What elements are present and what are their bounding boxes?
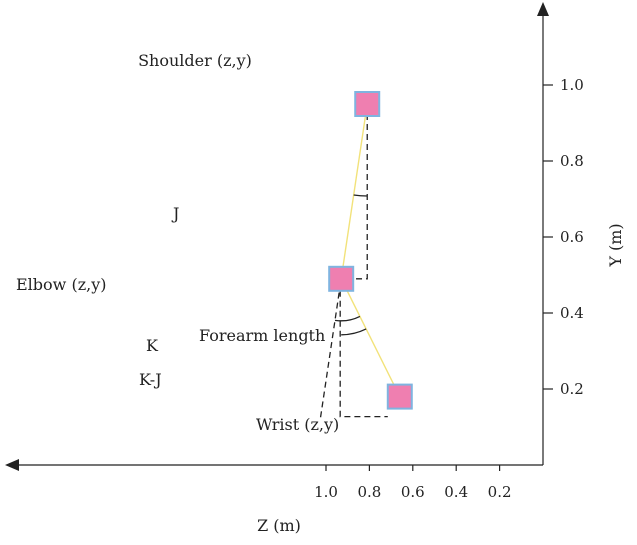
- y-tick-label: 1.0: [560, 76, 584, 94]
- angle-j-label: J: [171, 204, 179, 223]
- forearm-length-label: Forearm length: [199, 326, 325, 345]
- angle-k-label: K: [146, 336, 159, 355]
- elbow-label: Elbow (z,y): [16, 275, 107, 294]
- joints: [328, 91, 413, 410]
- elbow-joint-marker: [328, 265, 355, 292]
- z-tick-label: 0.6: [401, 483, 425, 501]
- shoulder-joint-marker: [354, 91, 381, 117]
- shoulder-vertical-reference: [353, 104, 368, 280]
- z-axis-ticks: 1.0 0.8 0.6 0.4 0.2: [314, 465, 512, 501]
- construction-lines: [319, 104, 388, 418]
- limb-segments: [340, 103, 401, 397]
- forearm-segment: [340, 278, 401, 397]
- z-tick-label: 0.4: [444, 483, 468, 501]
- angle-k-arc-outer: [341, 328, 367, 336]
- z-tick-label: 0.2: [488, 483, 512, 501]
- z-axis-arrowhead: [5, 459, 19, 471]
- upper-arm-segment: [340, 103, 368, 279]
- wrist-joint-marker: [386, 383, 413, 410]
- upper-arm-extension-line: [319, 292, 340, 418]
- z-tick-label: 0.8: [357, 483, 381, 501]
- angle-arcs: [334, 194, 368, 336]
- y-axis-arrowhead: [537, 2, 549, 16]
- angle-k-minus-j-label: K-J: [139, 370, 162, 389]
- y-tick-label: 0.4: [560, 304, 584, 322]
- y-axis-title: Y (m): [606, 223, 625, 267]
- labels: Shoulder (z,y) Elbow (z,y) Wrist (z,y) F…: [16, 51, 339, 434]
- elbow-vertical-reference: [339, 290, 388, 418]
- y-tick-label: 0.6: [560, 228, 584, 246]
- z-axis-title: Z (m): [257, 516, 301, 535]
- y-axis-ticks: 1.0 0.8 0.6 0.4 0.2: [543, 76, 584, 398]
- y-tick-label: 0.2: [560, 380, 584, 398]
- axes: 1.0 0.8 0.6 0.4 0.2 1.0 0.8 0.6 0.4 0.2 Z (m) Y …: [5, 2, 625, 535]
- angle-j-arc: [353, 194, 368, 197]
- wrist-label: Wrist (z,y): [256, 415, 339, 434]
- shoulder-label: Shoulder (z,y): [138, 51, 252, 70]
- y-tick-label: 0.8: [560, 152, 584, 170]
- angle-k-arc-inner: [334, 315, 361, 322]
- z-tick-label: 1.0: [314, 483, 338, 501]
